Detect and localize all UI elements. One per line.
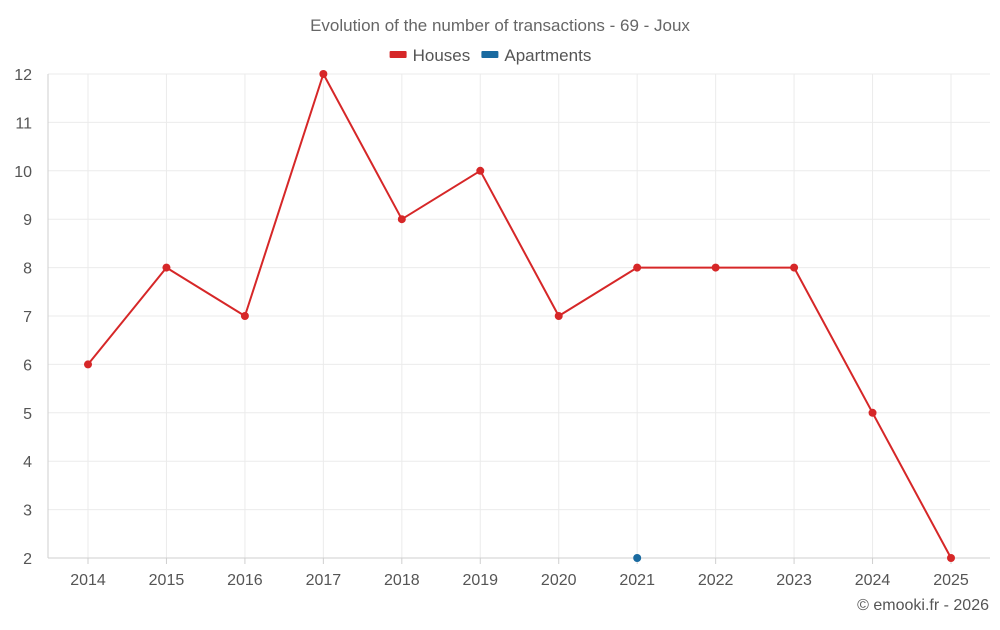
data-point-houses[interactable] [84,360,92,369]
x-tick-label: 2022 [698,572,734,589]
y-tick-label: 2 [23,551,32,568]
credit-text: © emooki.fr - 2026 [857,597,989,614]
x-tick-label: 2019 [462,572,498,589]
data-point-houses[interactable] [476,166,485,175]
legend-swatch-apartments [481,51,499,58]
x-tick-label: 2014 [70,572,106,589]
x-tick-label: 2018 [384,572,420,589]
x-tick-label: 2015 [149,572,185,589]
series-line-houses [87,73,952,559]
y-tick-label: 3 [23,503,32,520]
y-tick-label: 7 [23,309,32,326]
y-tick-label: 11 [15,115,32,132]
x-tick-label: 2021 [619,572,655,589]
x-tick-label: 2016 [227,572,263,589]
data-point-houses[interactable] [868,408,877,417]
data-point-apartments[interactable] [633,554,642,562]
y-tick-label: 6 [23,357,32,374]
legend-swatch-houses [389,51,407,58]
y-tick-label: 5 [23,406,32,423]
data-point-houses[interactable] [554,312,563,320]
x-tick-label: 2023 [776,572,812,589]
y-tick-label: 9 [23,212,32,229]
chart-title: Evolution of the number of transactions … [310,16,690,35]
y-tick-label: 10 [14,164,32,181]
y-tick-label: 8 [23,261,32,278]
x-tick-label: 2020 [541,572,577,589]
data-point-houses[interactable] [947,554,955,562]
data-point-houses[interactable] [397,215,406,224]
legend-label-houses: Houses [413,46,471,65]
series-apartments [633,554,642,562]
y-tick-label: 4 [23,454,32,471]
legend[interactable]: Houses Apartments [389,46,592,65]
data-point-houses[interactable] [240,312,249,320]
x-tick-label: 2024 [855,572,891,589]
series-houses [84,70,955,562]
data-point-houses[interactable] [633,263,642,272]
data-point-houses[interactable] [711,263,720,272]
axes: 2 3 4 5 6 7 8 9 10 11 12 2014 2015 2016 2017 2018 2019 20… [14,67,990,589]
data-point-houses[interactable] [162,263,171,272]
legend-label-apartments: Apartments [504,46,591,65]
gridlines [48,73,990,558]
x-tick-label: 2025 [933,572,969,589]
legend-item-houses[interactable]: Houses [389,46,471,65]
y-tick-label: 12 [14,67,32,84]
data-point-houses[interactable] [790,263,799,272]
series-layer [84,70,955,562]
legend-item-apartments[interactable]: Apartments [481,46,591,65]
data-point-houses[interactable] [319,70,328,78]
x-tick-label: 2017 [306,572,342,589]
